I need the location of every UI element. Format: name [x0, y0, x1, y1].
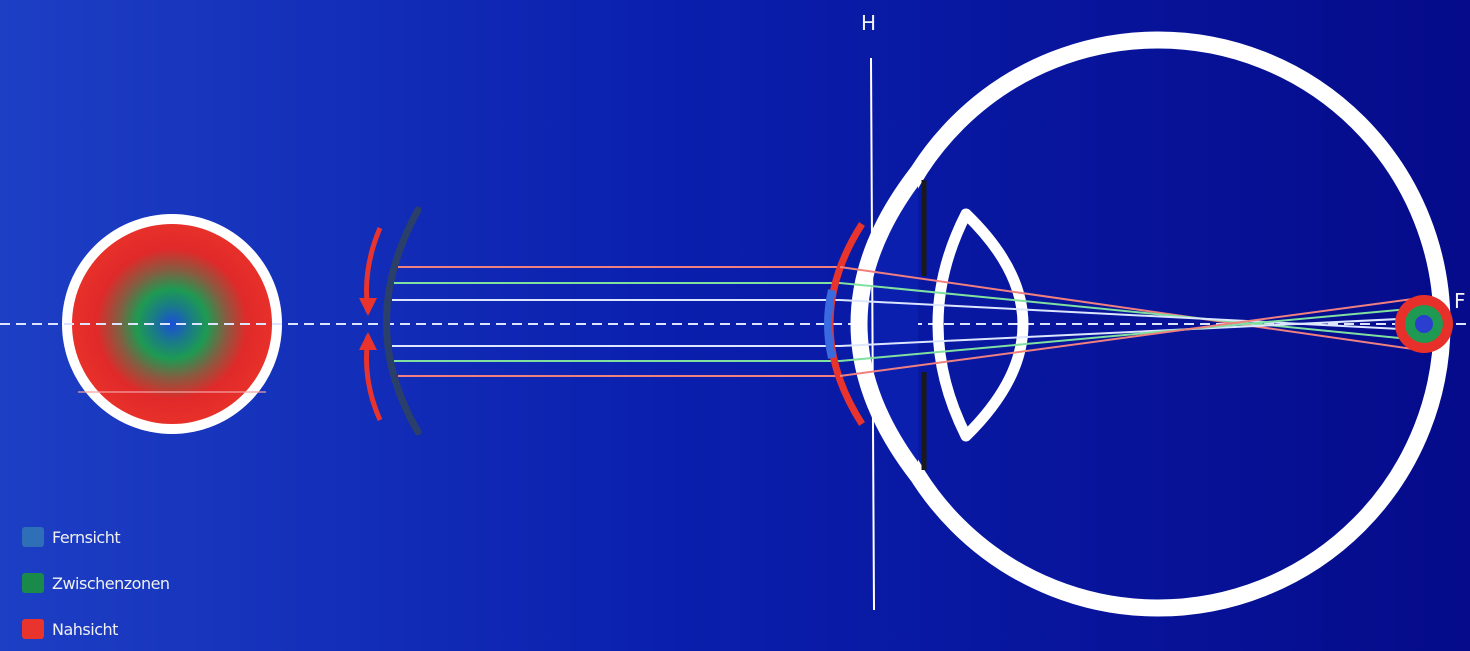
- focal-point-label: F: [1454, 289, 1466, 313]
- zone-disc: [62, 214, 282, 434]
- focal-spot-blue: [1415, 315, 1433, 333]
- cornea: [850, 166, 925, 482]
- legend-swatch-green: [22, 573, 44, 593]
- refracted-green-bottom: [839, 307, 1421, 362]
- legend-item-fernsicht: Fernsicht: [22, 522, 170, 552]
- refracted-red-top: [839, 266, 1421, 351]
- refracted-rays: [839, 266, 1421, 377]
- legend-item-zwischenzonen: Zwischenzonen: [22, 568, 170, 598]
- correction-lens-shape: [383, 206, 422, 436]
- legend-label: Fernsicht: [52, 527, 121, 547]
- legend-swatch-red: [22, 619, 44, 639]
- arrow-down-icon: [359, 298, 377, 316]
- correction-lens: [359, 206, 422, 436]
- arrow-up-icon: [359, 332, 377, 350]
- legend-label: Zwischenzonen: [52, 573, 170, 593]
- refracted-white-top: [839, 299, 1421, 331]
- focal-spot: [1395, 295, 1453, 353]
- refracted-green-top: [839, 282, 1421, 341]
- crystalline-lens: [932, 208, 1029, 442]
- incoming-rays: [392, 266, 840, 377]
- zone-disc-fill: [72, 224, 272, 424]
- principal-plane-line: [870, 57, 875, 611]
- legend-label: Nahsicht: [52, 619, 118, 639]
- refracted-red-bottom: [839, 297, 1421, 377]
- legend-item-nahsicht: Nahsicht: [22, 614, 170, 644]
- cornea-blue-zone: [824, 289, 836, 359]
- refracted-white-bottom: [839, 317, 1421, 347]
- legend: Fernsicht Zwischenzonen Nahsicht: [22, 522, 170, 644]
- principal-plane-label: H: [861, 11, 876, 35]
- legend-swatch-blue: [22, 527, 44, 547]
